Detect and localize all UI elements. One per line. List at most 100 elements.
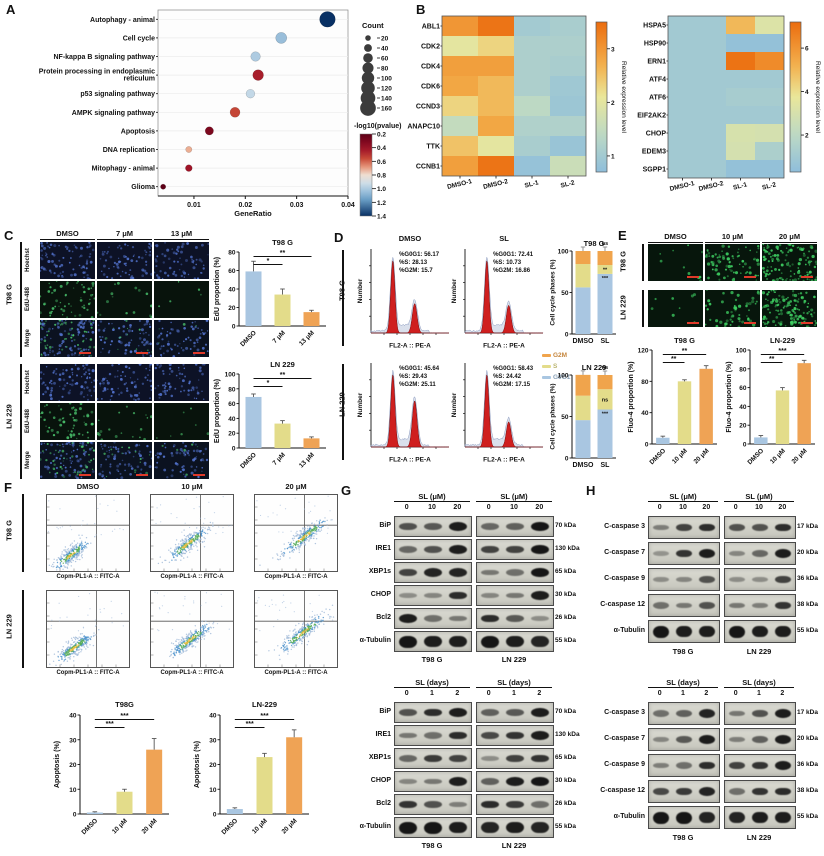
event-dot bbox=[273, 626, 275, 628]
cell-dot bbox=[783, 305, 786, 308]
cell-dot bbox=[771, 279, 775, 281]
cell-dot bbox=[107, 351, 110, 354]
event-dot bbox=[307, 525, 309, 527]
cell-line-rail bbox=[642, 290, 644, 327]
protein-band bbox=[728, 625, 745, 638]
event-dot bbox=[157, 629, 159, 631]
cell-dot bbox=[120, 374, 122, 377]
cell-dot bbox=[46, 465, 50, 469]
protein-band bbox=[675, 762, 693, 769]
cell-dot bbox=[719, 320, 723, 324]
event-dot bbox=[330, 616, 332, 618]
blot-box bbox=[476, 539, 554, 560]
event-dot bbox=[60, 556, 63, 558]
protein-band bbox=[675, 625, 693, 638]
treatment-title: 10 μM bbox=[181, 482, 203, 491]
text-label: *** bbox=[246, 721, 254, 728]
event-dot bbox=[195, 635, 197, 637]
cell-dot bbox=[61, 274, 63, 277]
cell-dot bbox=[70, 334, 73, 336]
cell-dot bbox=[193, 397, 196, 399]
event-dot bbox=[174, 548, 176, 550]
event-dot bbox=[179, 645, 181, 647]
event-dot bbox=[69, 658, 71, 660]
event-dot bbox=[298, 545, 300, 548]
event-dot bbox=[298, 637, 300, 640]
event-dot bbox=[59, 567, 61, 570]
cell-dot bbox=[109, 465, 112, 468]
cell-dot bbox=[43, 336, 46, 339]
event-dot bbox=[169, 551, 172, 553]
cell-dot bbox=[54, 473, 57, 475]
cell-dot bbox=[144, 260, 148, 263]
cell-dot bbox=[63, 305, 66, 308]
event-dot bbox=[303, 530, 305, 532]
molecular-weight-label: 65 kDa bbox=[555, 753, 576, 761]
cell-dot bbox=[56, 471, 59, 475]
cell-dot bbox=[154, 387, 157, 390]
event-dot bbox=[62, 646, 64, 648]
cell-dot bbox=[782, 306, 785, 309]
cell-dot bbox=[45, 366, 48, 368]
cell-dot bbox=[53, 244, 57, 248]
panel-g-blots: SL (μM) 0 10 20 SL (μM) 0 10 20 BiP 70 kDa IRE1 130… bbox=[346, 480, 590, 854]
event-dot bbox=[326, 532, 329, 535]
cell-dot bbox=[106, 450, 108, 453]
cell-dot bbox=[123, 383, 126, 386]
event-dot bbox=[92, 644, 95, 647]
text-label: p53 signaling pathway bbox=[80, 91, 155, 98]
cell-dot bbox=[89, 461, 91, 464]
event-dot bbox=[306, 644, 308, 646]
stain-label: Merge bbox=[25, 329, 31, 347]
protein-band bbox=[449, 635, 468, 648]
cell-dot bbox=[749, 249, 751, 252]
cell-dot bbox=[187, 450, 190, 452]
cell-dot bbox=[182, 348, 185, 352]
text-label: ** bbox=[280, 372, 286, 379]
protein-band bbox=[675, 736, 693, 743]
heatmap-cell bbox=[755, 52, 784, 70]
cell-dot bbox=[77, 323, 81, 327]
cell-dot bbox=[200, 260, 203, 263]
cell-dot bbox=[70, 462, 73, 464]
event-dot bbox=[179, 553, 181, 555]
cell-dot bbox=[164, 393, 167, 396]
bar bbox=[146, 749, 163, 814]
cell-dot bbox=[178, 352, 180, 355]
event-dot bbox=[64, 651, 67, 653]
cell-dot bbox=[148, 369, 151, 371]
cell-dot bbox=[138, 450, 141, 453]
cell-dot bbox=[68, 375, 72, 379]
cell-dot bbox=[797, 267, 800, 269]
cell-dot bbox=[706, 249, 709, 252]
event-dot bbox=[295, 547, 298, 549]
cell-dot bbox=[58, 305, 60, 307]
cell-dot bbox=[804, 317, 807, 321]
event-dot bbox=[72, 548, 74, 551]
protein-band bbox=[423, 615, 443, 622]
event-dot bbox=[295, 534, 297, 537]
cell-dot bbox=[160, 332, 163, 335]
cell-dot bbox=[82, 334, 85, 338]
protein-label: BiP bbox=[379, 707, 391, 715]
treatment-header: DMSO bbox=[40, 229, 95, 240]
heatmap-border bbox=[441, 15, 587, 177]
cell-dot bbox=[197, 475, 200, 479]
event-dot bbox=[170, 642, 173, 644]
protein-band bbox=[423, 546, 443, 553]
event-dot bbox=[291, 538, 294, 540]
cell-dot bbox=[46, 334, 49, 337]
cell-dot bbox=[187, 336, 190, 339]
cell-dot bbox=[109, 399, 112, 401]
cell-dot bbox=[135, 443, 139, 447]
text-label: ** bbox=[603, 267, 608, 273]
event-dot bbox=[63, 650, 65, 652]
event-dot bbox=[76, 550, 78, 552]
cell-dot bbox=[82, 364, 85, 367]
event-dot bbox=[295, 638, 298, 641]
cell-dot bbox=[769, 255, 772, 258]
cell-dot bbox=[124, 271, 127, 275]
event-dot bbox=[310, 533, 312, 535]
event-dot bbox=[300, 638, 302, 640]
event-dot bbox=[48, 564, 51, 566]
